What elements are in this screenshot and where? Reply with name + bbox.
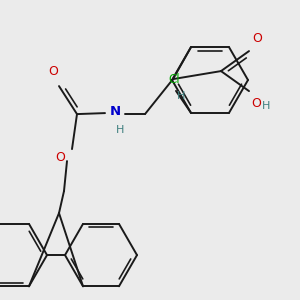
Text: N: N xyxy=(110,105,121,118)
Text: H: H xyxy=(177,91,185,101)
Text: O: O xyxy=(55,151,65,164)
Text: O: O xyxy=(48,65,58,78)
Text: H: H xyxy=(116,125,124,135)
Text: O: O xyxy=(252,32,262,45)
Text: Cl: Cl xyxy=(168,73,180,86)
Text: H: H xyxy=(262,101,270,111)
Text: O: O xyxy=(251,97,261,110)
